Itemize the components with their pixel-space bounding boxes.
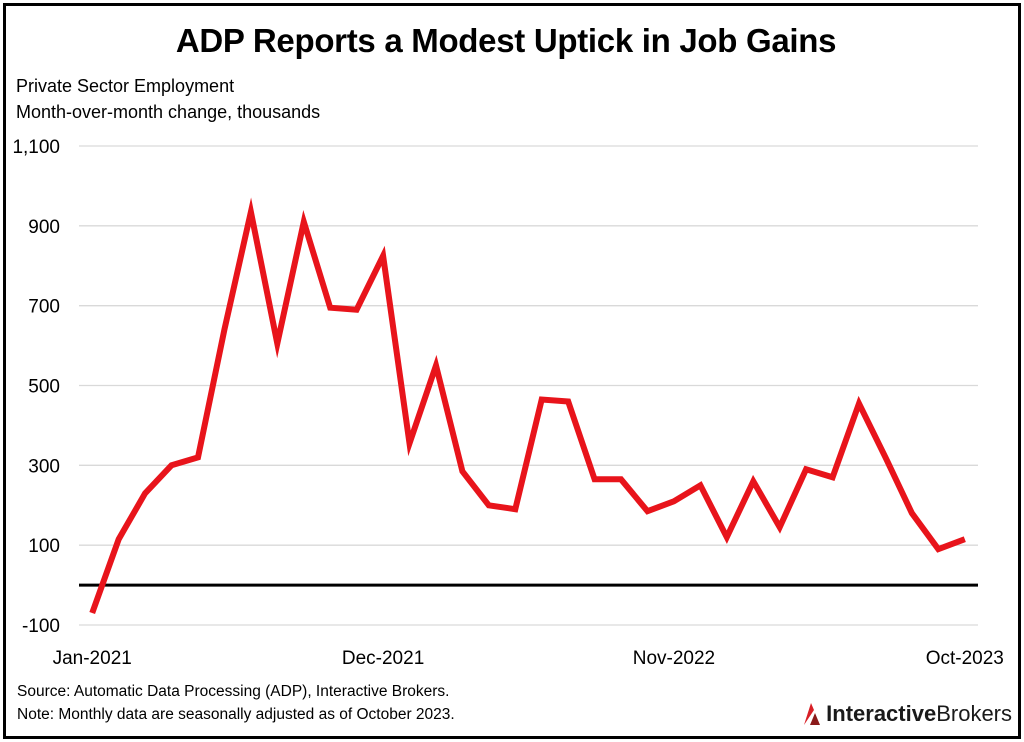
- y-tick-label: 700: [28, 297, 60, 318]
- y-tick-label: -100: [22, 616, 60, 637]
- interactive-brokers-logo: Interactive Brokers: [802, 700, 1012, 728]
- seasonal-note: Note: Monthly data are seasonally adjust…: [17, 706, 455, 723]
- y-tick-label: 500: [28, 377, 60, 398]
- x-tick-label: Jan-2021: [53, 648, 132, 669]
- chart-subtitle-units: Month-over-month change, thousands: [16, 102, 321, 122]
- y-tick-label: 900: [28, 217, 60, 238]
- chart-title: ADP Reports a Modest Uptick in Job Gains: [175, 22, 837, 59]
- series-line: [89, 197, 966, 615]
- x-tick-label: Nov-2022: [633, 648, 715, 669]
- brand-name-part1: Interactive: [826, 701, 937, 726]
- x-tick-label: Dec-2021: [342, 648, 424, 669]
- brand-mark-icon: [804, 703, 821, 725]
- chart-subtitle-series: Private Sector Employment: [16, 76, 235, 96]
- source-note: Source: Automatic Data Processing (ADP),…: [17, 683, 450, 700]
- chart-frame: [3, 3, 1021, 739]
- y-tick-label: 100: [28, 536, 60, 557]
- y-tick-label: 300: [28, 456, 60, 477]
- x-tick-label: Oct-2023: [926, 648, 1004, 669]
- y-tick-label: 1,100: [12, 137, 60, 158]
- brand-name-part2: Brokers: [936, 701, 1012, 726]
